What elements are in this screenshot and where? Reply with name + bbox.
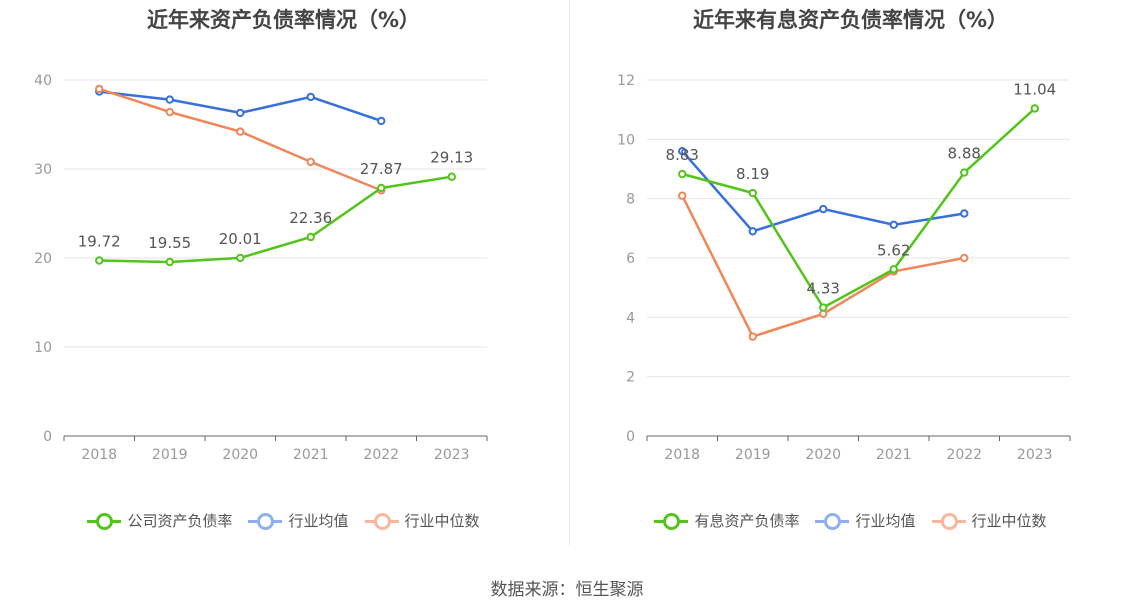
data-point xyxy=(95,256,104,265)
y-tick-label: 0 xyxy=(626,429,635,445)
data-label: 5.62 xyxy=(877,241,910,259)
chart-title: 近年来资产负债率情况（%） xyxy=(146,8,421,32)
data-point xyxy=(819,204,828,214)
legend-item-company[interactable]: 有息资产负债率 xyxy=(654,510,799,531)
legend-marker-green xyxy=(654,512,689,530)
series-line xyxy=(681,107,1036,310)
y-tick-label: 10 xyxy=(617,132,635,148)
legend-marker-orange xyxy=(364,512,399,530)
y-tick-label: 30 xyxy=(34,162,52,178)
legend-marker-orange xyxy=(931,512,966,530)
data-point xyxy=(748,332,757,341)
data-label: 8.19 xyxy=(736,165,769,183)
data-point xyxy=(377,183,386,193)
legend-item-industry-mean[interactable]: 行业均值 xyxy=(248,510,349,531)
data-point xyxy=(960,168,969,177)
series-line xyxy=(98,87,382,192)
y-tick-label: 40 xyxy=(34,73,52,89)
line-chart-debt-ratio: 0 10 20 30 40 2018 2019 2020 2021 2022 2023 19.72 19… xyxy=(34,73,488,463)
data-label: 4.33 xyxy=(807,280,840,298)
data-source: 数据来源：恒生聚源 xyxy=(490,580,644,600)
legend-marker-green xyxy=(87,512,122,530)
data-point xyxy=(960,253,969,263)
data-label: 19.55 xyxy=(148,234,191,252)
chart-panel-interest-debt-ratio: 近年来有息资产负债率情况（%） 0 2 4 6 8 10 12 2018 2019 2020 202… xyxy=(567,0,1134,560)
data-point xyxy=(165,107,174,117)
data-point xyxy=(960,209,969,218)
data-point xyxy=(306,232,315,242)
legend-item-company[interactable]: 公司资产负债率 xyxy=(87,510,232,531)
data-label: 22.36 xyxy=(289,209,332,227)
data-point xyxy=(306,157,315,167)
legend-marker-blue xyxy=(248,512,283,530)
x-tick-label: 2020 xyxy=(222,447,258,463)
x-tick-label: 2022 xyxy=(363,447,399,463)
y-tick-label: 2 xyxy=(626,370,635,386)
x-tick-label: 2022 xyxy=(946,447,982,463)
data-label: 8.88 xyxy=(948,145,981,163)
y-tick-label: 4 xyxy=(626,310,635,326)
data-point xyxy=(236,108,245,118)
chart-title: 近年来有息资产负债率情况（%） xyxy=(692,8,1009,32)
legend-label: 行业均值 xyxy=(855,512,916,530)
legend-item-industry-mean[interactable]: 行业均值 xyxy=(815,510,916,531)
legend-label: 有息资产负债率 xyxy=(694,512,800,530)
line-chart-interest-debt-ratio: 0 2 4 6 8 10 12 2018 2019 2020 2021 2022 2023 8.83 8.1… xyxy=(617,73,1071,463)
x-tick-label: 2021 xyxy=(876,447,912,463)
data-point xyxy=(889,220,898,229)
chart-panel-debt-ratio: 近年来资产负债率情况（%） 0 10 20 30 40 2018 2019 2020 2021 2… xyxy=(0,0,567,560)
data-point xyxy=(819,303,828,312)
data-label: 8.83 xyxy=(666,146,699,164)
x-tick-label: 2019 xyxy=(152,447,188,463)
series-line xyxy=(99,175,452,264)
data-point xyxy=(165,95,174,104)
legend-label: 行业中位数 xyxy=(971,512,1047,530)
data-point xyxy=(236,127,245,136)
x-tick-label: 2021 xyxy=(293,447,329,463)
legend-item-industry-median[interactable]: 行业中位数 xyxy=(364,510,480,531)
y-tick-label: 8 xyxy=(626,192,635,208)
x-tick-label: 2018 xyxy=(81,447,117,463)
y-tick-label: 0 xyxy=(43,429,52,445)
legend: 有息资产负债率 行业均值 行业中位数 xyxy=(567,510,1134,531)
data-point xyxy=(889,265,898,274)
y-tick-label: 10 xyxy=(34,340,52,356)
data-point xyxy=(748,227,757,236)
data-point xyxy=(678,169,687,179)
y-tick-label: 20 xyxy=(34,251,52,267)
legend-label: 公司资产负债率 xyxy=(127,512,233,530)
x-tick-label: 2023 xyxy=(1017,447,1053,463)
data-point xyxy=(678,147,687,156)
data-point xyxy=(447,172,456,181)
y-tick-label: 12 xyxy=(617,73,635,89)
data-point xyxy=(306,92,315,102)
data-point xyxy=(377,116,386,126)
data-point xyxy=(95,84,104,94)
x-tick-label: 2019 xyxy=(735,447,771,463)
y-tick-label: 6 xyxy=(626,251,635,267)
data-label: 29.13 xyxy=(430,149,473,167)
x-tick-label: 2018 xyxy=(664,447,700,463)
data-point xyxy=(1030,104,1039,113)
data-point xyxy=(748,188,757,198)
x-tick-label: 2023 xyxy=(434,447,470,463)
legend-label: 行业均值 xyxy=(288,512,349,530)
data-label: 20.01 xyxy=(219,230,262,248)
data-label: 11.04 xyxy=(1013,80,1056,98)
panel-divider xyxy=(569,0,570,545)
data-point xyxy=(678,191,687,200)
data-point xyxy=(236,253,245,263)
data-label: 27.87 xyxy=(360,160,403,178)
legend-label: 行业中位数 xyxy=(404,512,480,530)
legend-marker-blue xyxy=(815,512,850,530)
series-line xyxy=(681,150,965,233)
x-tick-label: 2020 xyxy=(805,447,841,463)
data-point xyxy=(165,257,174,267)
data-label: 19.72 xyxy=(78,232,121,250)
legend-item-industry-median[interactable]: 行业中位数 xyxy=(931,510,1047,531)
legend: 公司资产负债率 行业均值 行业中位数 xyxy=(0,510,567,531)
